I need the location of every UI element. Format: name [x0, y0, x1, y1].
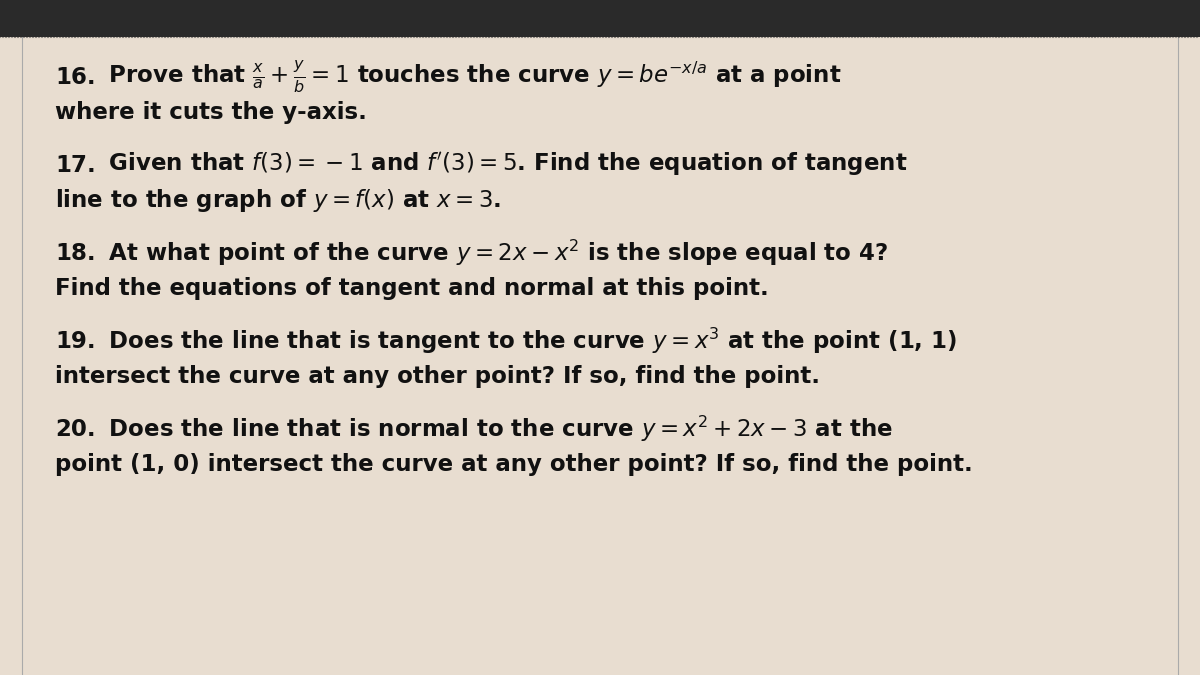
Text: Does the line that is normal to the curve $y=x^2+2x-3$ at the: Does the line that is normal to the curv…	[94, 414, 893, 444]
Text: 17.: 17.	[55, 153, 96, 176]
Text: intersect the curve at any other point? If so, find the point.: intersect the curve at any other point? …	[55, 365, 820, 389]
Text: where it cuts the y-axis.: where it cuts the y-axis.	[55, 101, 367, 124]
Text: 20.: 20.	[55, 418, 96, 441]
Text: Prove that $\frac{x}{a}+\frac{y}{b}=1$ touches the curve $y=be^{-x/a}$ at a poin: Prove that $\frac{x}{a}+\frac{y}{b}=1$ t…	[94, 59, 841, 95]
Bar	[0, 0, 1200, 37]
Text: Find the equations of tangent and normal at this point.: Find the equations of tangent and normal…	[55, 277, 769, 300]
Text: Given that $f(3)=-1$ and $f'(3)=5$. Find the equation of tangent: Given that $f(3)=-1$ and $f'(3)=5$. Find…	[94, 151, 907, 179]
Text: 16.: 16.	[55, 65, 96, 88]
Text: point (1, 0) intersect the curve at any other point? If so, find the point.: point (1, 0) intersect the curve at any …	[55, 454, 973, 477]
Text: At what point of the curve $y=2x-x^2$ is the slope equal to 4?: At what point of the curve $y=2x-x^2$ is…	[94, 238, 888, 268]
Text: 18.: 18.	[55, 242, 96, 265]
Text: line to the graph of $y=f(x)$ at $x=3$.: line to the graph of $y=f(x)$ at $x=3$.	[55, 188, 502, 215]
Text: 19.: 19.	[55, 329, 96, 352]
Text: Does the line that is tangent to the curve $y=x^3$ at the point (1, 1): Does the line that is tangent to the cur…	[94, 326, 958, 356]
